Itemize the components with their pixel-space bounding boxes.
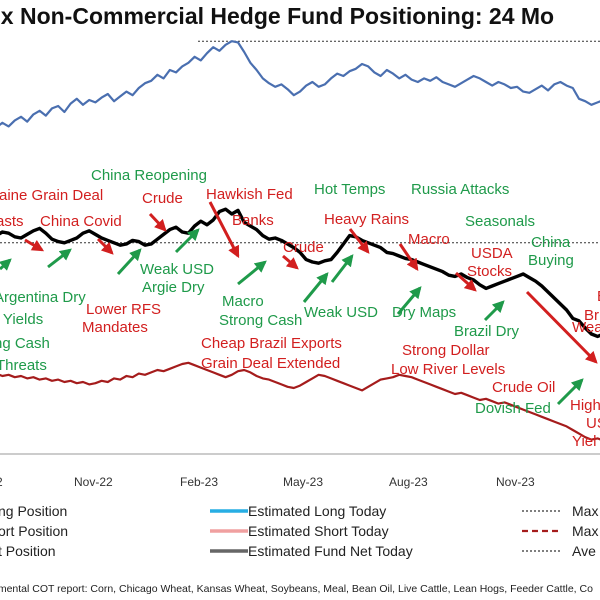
legend-label: Max <box>572 503 598 519</box>
positioning-chart: raine Grain Deal asts China Covid China Reo… <box>0 40 600 559</box>
x-tick-label: Feb-23 <box>180 475 218 489</box>
x-tick-label: Nov-23 <box>496 475 535 489</box>
source-footnote: emental COT report: Corn, Chicago Wheat,… <box>0 583 593 595</box>
annotation-label: High <box>570 397 600 414</box>
annotation-label: China Reopening <box>91 167 207 184</box>
annotation-arrow <box>556 378 584 406</box>
x-tick-label: May-23 <box>283 475 323 489</box>
annotation-label: Crude <box>142 190 183 207</box>
annotation-arrow <box>237 260 267 286</box>
annotation-label: Macro <box>408 231 450 248</box>
legend-label: t Position <box>0 543 56 559</box>
annotation-label: USD <box>586 415 600 432</box>
annotation-arrow <box>174 228 200 254</box>
annotation-label: asts <box>0 213 24 230</box>
annotation-label: r Yields <box>0 311 43 328</box>
annotation-label: Hawkish Fed <box>206 186 293 203</box>
annotation-label: USDA <box>471 245 513 262</box>
annotation-label: Threats <box>0 357 47 374</box>
annotation-label: Heavy Rains <box>324 211 409 228</box>
annotation-arrow <box>396 286 422 315</box>
annotation-label: Dovish Fed <box>475 400 551 417</box>
annotation-arrow <box>47 248 72 269</box>
annotation-label: Lower RFS <box>86 301 161 318</box>
annotation-arrow <box>96 237 114 255</box>
legend-label: Estimated Short Today <box>248 523 389 539</box>
annotation-arrow <box>525 290 598 364</box>
annotation-arrow <box>398 243 419 271</box>
chart-title: ex Non-Commercial Hedge Fund Positioning… <box>0 3 555 29</box>
annotation-label: Argentina Dry <box>0 289 86 306</box>
x-tick-label: Nov-22 <box>74 475 113 489</box>
annotation-label: China Covid <box>40 213 122 230</box>
annotation-label: China <box>531 234 571 251</box>
annotation-label: Stocks <box>467 263 512 280</box>
annotation-label: Banks <box>232 212 274 229</box>
annotation-arrow <box>454 271 477 292</box>
x-tick-label: Aug-23 <box>389 475 428 489</box>
annotation-label: Weak USD <box>304 304 378 321</box>
annotation-label: Grain Deal Extended <box>201 355 340 372</box>
annotation-arrow <box>302 272 329 303</box>
annotation-arrow <box>116 248 142 276</box>
annotation-label: Strong Dollar <box>402 342 490 359</box>
legend-label: Estimated Long Today <box>248 503 386 519</box>
legend-label: ng Position <box>0 503 67 519</box>
annotation-label: Buying <box>528 252 574 269</box>
annotation-label: Seasonals <box>465 213 535 230</box>
annotation-arrow <box>483 300 505 322</box>
annotation-label: Wea <box>572 319 600 336</box>
annotation-label: raine Grain Deal <box>0 187 103 204</box>
annotation-label: Mandates <box>82 319 148 336</box>
annotation-arrow <box>148 212 167 232</box>
annotation-label: Dry Maps <box>392 304 456 321</box>
annotation-label: ng Cash <box>0 335 50 352</box>
annotation-label: Argie Dry <box>142 279 205 296</box>
annotation-label: Weak USD <box>140 261 214 278</box>
legend-label: Max <box>572 523 598 539</box>
annotation-arrow <box>330 254 354 283</box>
annotation-label: Crude Oil <box>492 379 555 396</box>
annotation-label: Be <box>597 288 600 305</box>
annotation-label: Strong Cash <box>219 312 302 329</box>
legend-label: ort Position <box>0 523 68 539</box>
annotation-arrow <box>208 201 240 259</box>
x-tick-label: 2 <box>0 475 3 489</box>
annotation-label: Cheap Brazil Exports <box>201 335 342 352</box>
short-position-line <box>0 361 600 441</box>
net-position-line <box>0 207 600 339</box>
annotation-arrow <box>348 228 370 254</box>
annotation-label: Yiel <box>572 433 596 450</box>
annotation-arrow <box>0 258 12 271</box>
annotation-label: Russia Attacks <box>411 181 509 198</box>
legend-label: Estimated Fund Net Today <box>248 543 413 559</box>
annotation-arrow <box>24 238 45 252</box>
annotation-label: Hot Temps <box>314 181 385 198</box>
annotation-label: Crude <box>283 239 324 256</box>
legend-label: Ave <box>572 543 596 559</box>
annotation-label: Br <box>584 307 599 324</box>
long-position-line <box>0 40 600 128</box>
annotation-label: Low River Levels <box>391 361 505 378</box>
annotation-label: Macro <box>222 293 264 310</box>
annotation-label: Brazil Dry <box>454 323 520 340</box>
annotation-arrow <box>282 254 299 270</box>
